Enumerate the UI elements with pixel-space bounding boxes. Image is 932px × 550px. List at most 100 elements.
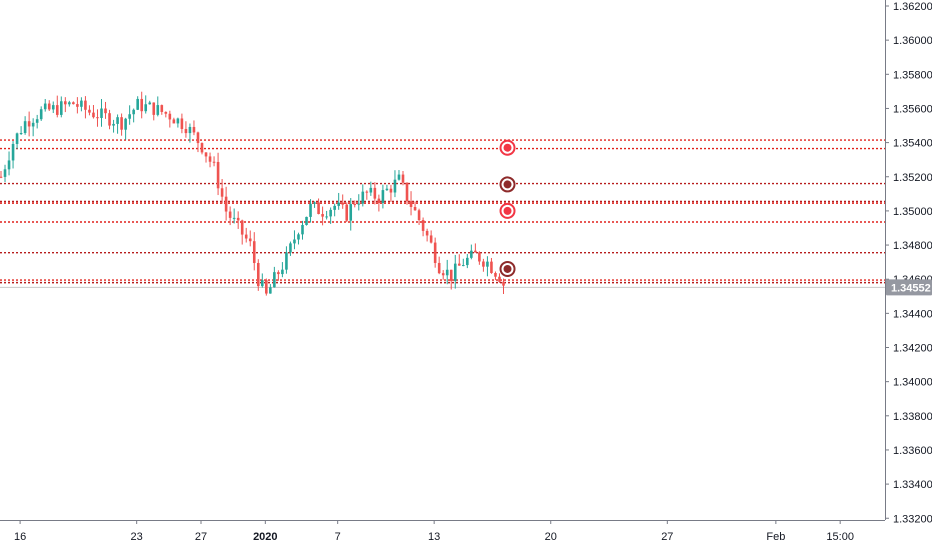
- candle-body-down: [152, 102, 156, 115]
- candle-body-down: [220, 188, 224, 197]
- price-tick-label: 1.35400: [893, 138, 932, 150]
- candle-body-up: [273, 272, 276, 288]
- candle-body-down: [164, 111, 168, 114]
- candle-body-up: [112, 123, 115, 126]
- candle-body-up: [35, 119, 39, 123]
- candle-body-down: [240, 220, 244, 235]
- candle-body-up: [60, 101, 63, 115]
- candle-body-down: [494, 272, 497, 277]
- candle-body-up: [128, 114, 131, 119]
- candle-body-down: [321, 214, 324, 217]
- candle-body-down: [502, 281, 505, 286]
- candle-body-down: [478, 252, 481, 262]
- candle-body-down: [208, 156, 212, 162]
- candle-body-up: [124, 118, 127, 130]
- time-tick-label: 16: [14, 531, 26, 543]
- last-price-label: 1.34552: [891, 282, 931, 294]
- candle-body-down: [196, 132, 200, 144]
- candle-body-down: [160, 105, 164, 112]
- time-tick-label: 7: [335, 531, 341, 543]
- candle-body-up: [132, 109, 135, 115]
- candle-body-down: [204, 152, 208, 157]
- candle-body-down: [104, 108, 107, 114]
- candle-body-down: [92, 112, 95, 118]
- candle-body-down: [236, 217, 240, 221]
- candle-body-down: [429, 235, 433, 243]
- candle-body-down: [212, 161, 216, 163]
- candle-body-up: [116, 117, 119, 124]
- candle-body-down: [389, 188, 393, 193]
- candle-body-up: [285, 252, 288, 270]
- candle-body-up: [15, 133, 19, 144]
- price-axis[interactable]: 1.36200 1.36000 1.35800 1.35600 1.35400 1.352…: [885, 1, 932, 525]
- candle-body-up: [156, 105, 160, 115]
- price-tick-label: 1.35000: [893, 206, 932, 218]
- time-axis[interactable]: 16 23 27 2020 7 13 20 27 Feb 15:00: [14, 520, 854, 543]
- candle-body-up: [445, 269, 449, 276]
- candle-body-up: [349, 204, 353, 221]
- candle-body-down: [108, 113, 111, 126]
- candle-body-down: [244, 234, 248, 239]
- price-tick-label: 1.33400: [893, 479, 932, 491]
- last-price-badge-bg: [886, 279, 932, 296]
- price-tick-label: 1.33800: [893, 411, 932, 423]
- candle-body-down: [256, 262, 260, 287]
- candle-body-up: [31, 122, 35, 127]
- price-tick-label: 1.34400: [893, 308, 932, 320]
- time-tick-label: 27: [195, 531, 207, 543]
- candle-body-down: [47, 103, 51, 110]
- marker-dot: [503, 264, 512, 273]
- candle-body-down: [216, 161, 220, 189]
- candle-body-up: [385, 188, 389, 191]
- candle-body-down: [441, 273, 445, 276]
- candle-body-up: [136, 98, 139, 110]
- candle-body-up: [176, 118, 180, 124]
- time-tick-label: 27: [661, 531, 673, 543]
- candle-body-down: [317, 202, 320, 215]
- price-tick-label: 1.35800: [893, 69, 932, 81]
- candle-body-up: [393, 179, 397, 193]
- candle-body-up: [188, 126, 192, 134]
- candle-body-down: [409, 201, 413, 207]
- candle-body-up: [281, 269, 284, 275]
- candle-body-down: [417, 210, 421, 221]
- candle-body-down: [192, 126, 196, 133]
- price-tick-label: 1.34800: [893, 240, 932, 252]
- candle-body-up: [361, 191, 365, 204]
- candle-body-down: [248, 238, 252, 242]
- candle-body-up: [381, 190, 385, 204]
- candle-body-down: [252, 241, 256, 263]
- candle-body-up: [144, 104, 148, 112]
- candle-body-down: [168, 113, 172, 120]
- price-tick-label: 1.35200: [893, 172, 932, 184]
- candle-body-up: [309, 203, 312, 217]
- candle-body-down: [228, 211, 232, 218]
- candle-body-down: [184, 128, 188, 134]
- marker-dot: [503, 206, 512, 215]
- price-tick-label: 1.34200: [893, 343, 932, 355]
- candle-body-up: [80, 100, 83, 107]
- support-resistance-levels: [0, 139, 885, 284]
- candle-body-down: [224, 196, 228, 212]
- candle-body-down: [72, 102, 75, 105]
- candle-body-up: [329, 209, 332, 217]
- candle-body-up: [43, 103, 47, 110]
- candle-body-down: [27, 121, 31, 127]
- candle-body-up: [19, 133, 23, 135]
- candle-body-down: [200, 143, 204, 153]
- candle-body-down: [265, 280, 268, 294]
- candle-body-up: [7, 160, 11, 170]
- candle-body-down: [457, 263, 461, 266]
- candle-body-up: [470, 250, 473, 258]
- candle-body-down: [140, 98, 143, 112]
- candle-body-up: [397, 174, 401, 180]
- candle-body-up: [293, 239, 296, 244]
- candle-body-down: [413, 206, 417, 211]
- time-tick-label: Feb: [766, 531, 785, 543]
- candle-body-down: [64, 101, 67, 105]
- time-tick-label: 23: [131, 531, 143, 543]
- candle-body-down: [180, 118, 184, 129]
- candle-body-down: [421, 220, 425, 231]
- last-price-badge: 1.34552: [886, 279, 932, 296]
